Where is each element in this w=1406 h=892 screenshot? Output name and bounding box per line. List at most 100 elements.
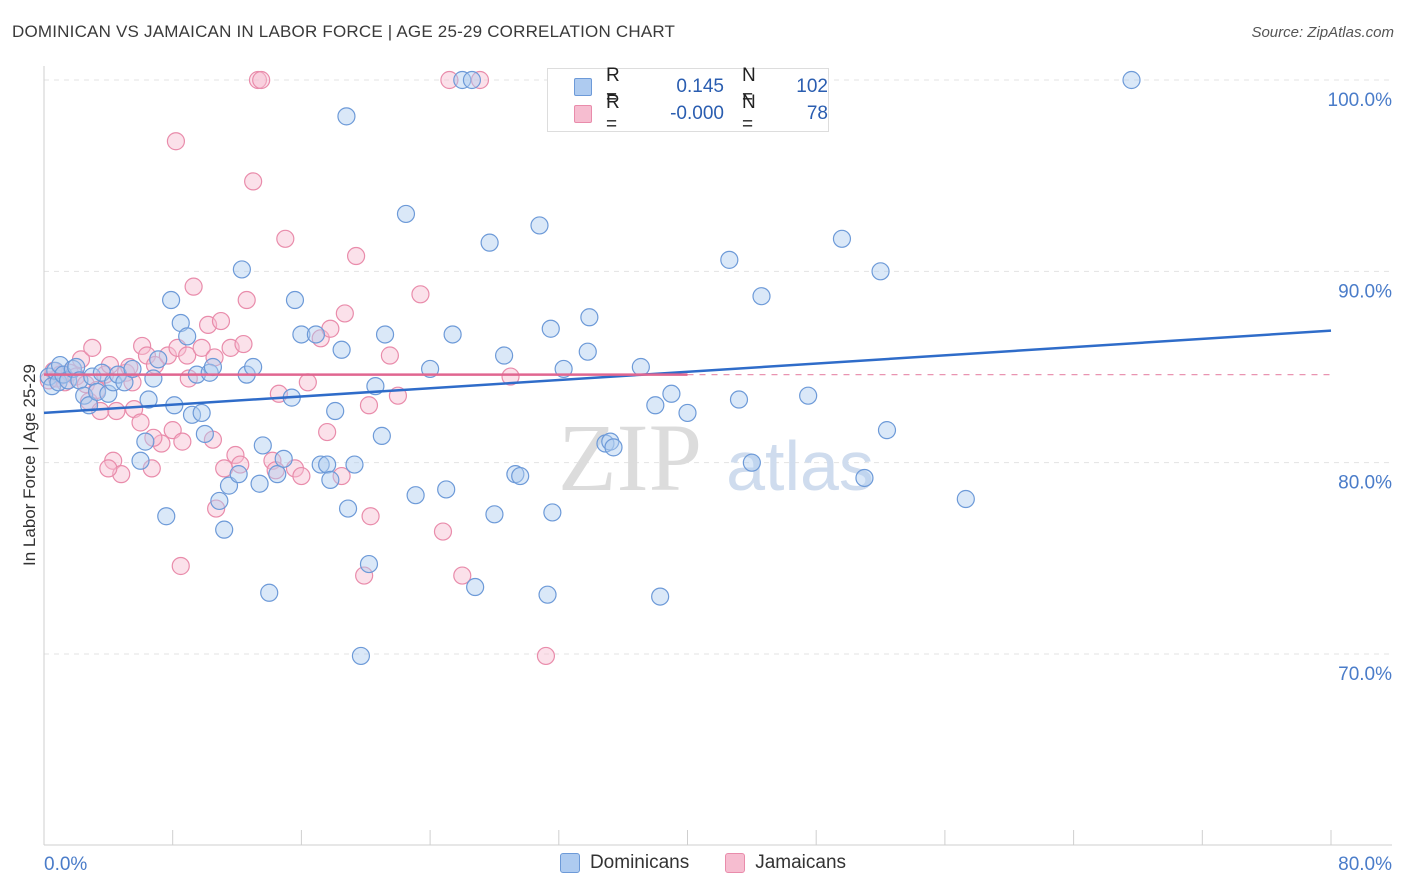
watermark-zip: ZIP xyxy=(558,404,702,511)
dominican-point xyxy=(832,229,852,248)
dominican-point xyxy=(192,403,211,423)
dominican-point xyxy=(421,359,440,379)
dominican-point xyxy=(956,489,975,509)
dominican-point xyxy=(326,401,345,421)
jamaican-point xyxy=(237,290,256,310)
dominican-point xyxy=(578,342,597,361)
jamaican-point xyxy=(359,396,379,415)
dominican-point xyxy=(203,357,223,377)
x-tick-label: 80.0% xyxy=(1338,854,1392,875)
jamaican-point xyxy=(440,70,459,90)
dominican-point xyxy=(253,436,272,455)
jamaican-point xyxy=(133,336,152,356)
dominican-point xyxy=(462,70,482,90)
dominicans-label: Dominicans xyxy=(589,852,690,873)
dominican-point xyxy=(123,359,142,379)
dominican-point xyxy=(285,290,305,310)
dominican-point xyxy=(631,357,650,377)
legend-row-dominicans: R = 0.145 N = 102 xyxy=(574,65,828,108)
jamaican-point xyxy=(298,373,317,392)
x-tick-label: 0.0% xyxy=(44,854,87,875)
dominican-point xyxy=(443,325,462,344)
dominican-point xyxy=(720,250,739,269)
jamaican-point xyxy=(184,277,203,296)
series-legend: Dominicans Jamaicans xyxy=(0,852,1406,874)
legend-row-jamaicans: R = -0.000 N = 78 xyxy=(574,92,828,135)
dominican-point xyxy=(580,308,599,327)
dominican-point xyxy=(538,585,557,604)
y-tick-label: 70.0% xyxy=(1338,664,1392,685)
jamaican-point xyxy=(211,311,231,331)
dominican-point xyxy=(729,390,749,409)
jamaican-point xyxy=(411,285,430,304)
dominican-trend-line xyxy=(43,329,1332,415)
dominican-point xyxy=(855,468,874,488)
dominican-point xyxy=(662,384,681,403)
jamaican-point xyxy=(99,459,118,478)
dominican-point xyxy=(485,505,504,524)
jamaican-point xyxy=(158,346,177,365)
jamaican-point xyxy=(501,367,520,386)
dominican-point xyxy=(338,499,358,518)
legend-item-dominicans[interactable]: Dominicans xyxy=(559,852,690,874)
jamaicans-swatch xyxy=(725,853,746,873)
jamaican-point xyxy=(171,556,190,576)
dominican-point xyxy=(321,470,340,489)
legend-n-value: 78 xyxy=(806,103,828,124)
dominican-point xyxy=(99,384,118,403)
correlation-legend: R = 0.145 N = 102 R = -0.000 N = 78 xyxy=(547,65,829,135)
dominican-point xyxy=(87,382,107,401)
legend-swatch-pink xyxy=(574,105,592,123)
jamaican-point xyxy=(318,422,337,442)
legend-r-label: R = xyxy=(605,65,620,108)
jamaican-point xyxy=(252,70,271,90)
dominican-point xyxy=(210,491,229,511)
legend-n-value: 102 xyxy=(796,76,828,97)
dominican-point xyxy=(1122,70,1141,90)
dominican-point xyxy=(453,70,472,90)
chart-title: DOMINICAN VS JAMAICAN IN LABOR FORCE | A… xyxy=(12,22,676,41)
dominican-point xyxy=(359,554,379,574)
dominican-point xyxy=(678,403,697,423)
jamaican-point xyxy=(226,445,245,465)
dominican-point xyxy=(554,359,573,379)
dominican-point xyxy=(646,396,665,415)
dominican-point xyxy=(178,327,197,346)
dominican-point xyxy=(200,363,219,382)
jamaican-point xyxy=(355,566,374,585)
legend-item-jamaicans[interactable]: Jamaicans xyxy=(725,852,846,874)
jamaican-point xyxy=(173,432,192,451)
dominican-point xyxy=(292,325,311,344)
dominican-point xyxy=(742,453,761,472)
jamaicans-label: Jamaicans xyxy=(755,852,847,873)
jamaican-point xyxy=(332,466,351,486)
jamaican-point xyxy=(178,346,197,365)
dominican-point xyxy=(229,465,248,484)
dominican-point xyxy=(543,503,562,522)
dominican-point xyxy=(511,466,530,486)
jamaican-point xyxy=(192,338,211,357)
dominican-point xyxy=(375,325,395,344)
dominican-point xyxy=(149,350,168,369)
source-credit: Source: ZipAtlas.com xyxy=(1251,24,1394,41)
jamaican-point xyxy=(536,646,556,666)
jamaican-point xyxy=(346,246,366,266)
dominican-point xyxy=(268,465,287,484)
dominican-point xyxy=(541,319,560,338)
dominican-point xyxy=(437,480,456,499)
dominican-point xyxy=(136,432,155,451)
axes xyxy=(43,66,1392,846)
dominican-point xyxy=(144,369,163,388)
y-axis-label: In Labor Force | Age 25-29 xyxy=(20,364,39,566)
legend-n-label: N = xyxy=(741,65,756,108)
tick-labels: 100.0% 90.0% 80.0% 70.0% 0.0% 80.0% xyxy=(44,90,1392,875)
dominican-point xyxy=(351,646,371,666)
watermark: ZIP atlas xyxy=(558,404,874,511)
dominican-point xyxy=(157,507,176,526)
dominican-point xyxy=(244,357,263,377)
dominican-point xyxy=(260,583,279,602)
dominican-point xyxy=(215,520,234,539)
trend-lines xyxy=(43,329,1332,415)
dominican-point xyxy=(161,290,181,310)
